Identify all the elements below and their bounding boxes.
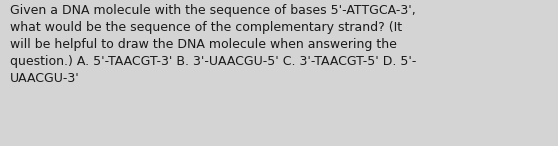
Text: Given a DNA molecule with the sequence of bases 5'-ATTGCA-3',
what would be the : Given a DNA molecule with the sequence o… bbox=[10, 4, 416, 85]
